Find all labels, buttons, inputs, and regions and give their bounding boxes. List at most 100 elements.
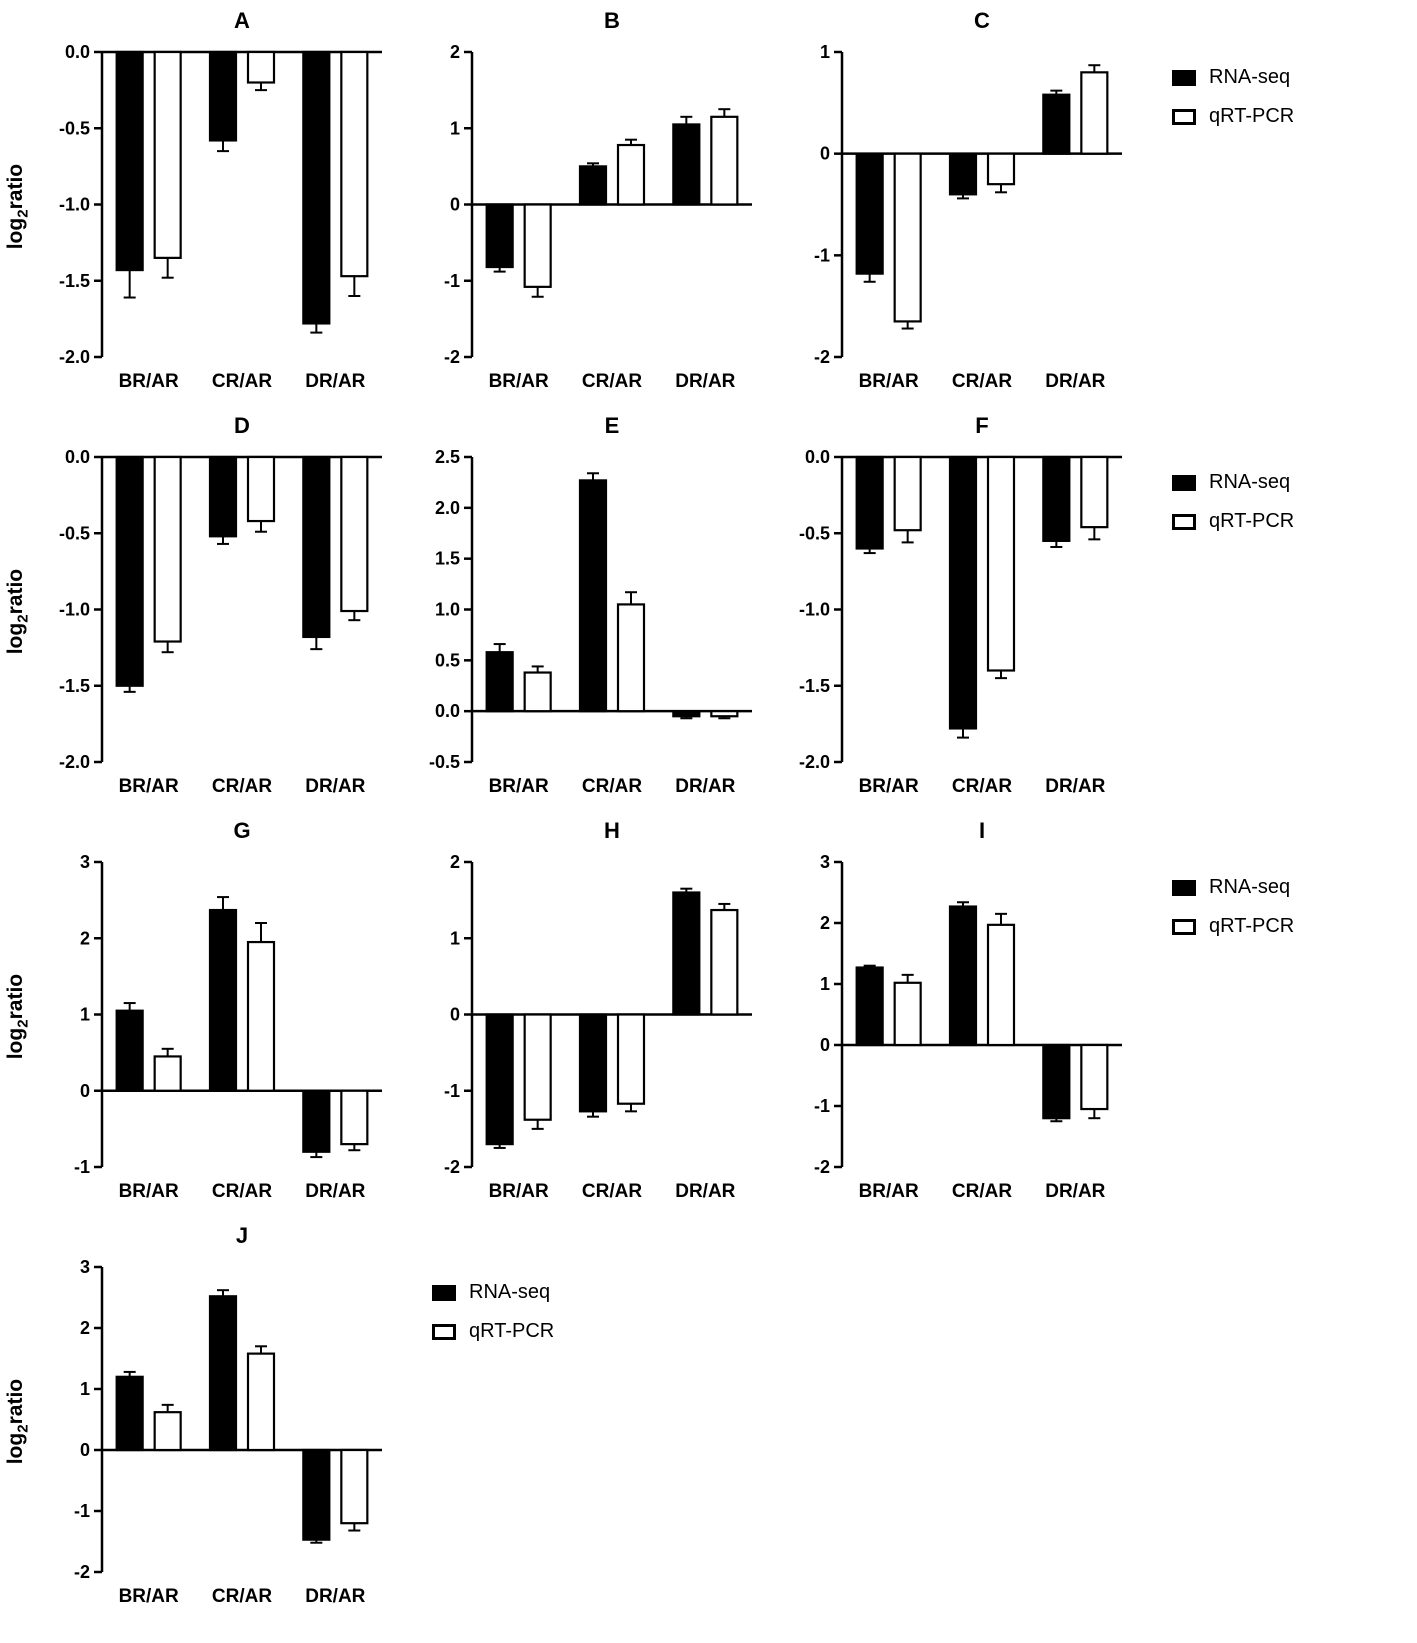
y-tick-label: 0.0	[65, 447, 90, 467]
chart-panel-F: F 0.0 -0.5 -1.0 -1.5 -2.0 BR/AR CR/AR DR/AR	[799, 413, 1122, 797]
bar-RNA-seq	[208, 50, 238, 142]
chart-row-1: log2ratio A 0.0 -0.5 -1.0 -1.5 -2.0 BR/AR CR/AR…	[0, 4, 1417, 409]
bar-qRT-PCR	[523, 1013, 552, 1121]
y-axis-title: log2ratio	[0, 4, 36, 409]
bar-qRT-PCR	[986, 152, 1016, 186]
bar-RNA-seq	[948, 152, 978, 196]
panel-title: B	[604, 8, 620, 33]
bar-RNA-seq	[208, 455, 238, 538]
legend-label: qRT-PCR	[1209, 915, 1295, 937]
x-category-label: CR/AR	[582, 776, 642, 797]
chart-panel-B: B 2 1 0 -1 -2 BR/AR CR/AR DR/AR	[444, 8, 752, 392]
panel-title: D	[234, 413, 250, 438]
legend: RNA-seq qRT-PCR	[432, 1281, 554, 1343]
bar-qRT-PCR	[986, 455, 1016, 672]
panel-title: F	[975, 413, 988, 438]
y-tick-label: -2	[814, 1157, 830, 1177]
charts-container: G 3 2 1 0 -1 BR/AR CR/AR DR/AR H 2 1 0 -1 -2 BR/AR CR/AR…	[36, 814, 1146, 1219]
legend-swatch-RNA-seq	[432, 1284, 456, 1301]
x-category-label: BR/AR	[859, 1181, 919, 1202]
bar-RNA-seq	[672, 123, 701, 206]
y-tick-label: -1	[74, 1157, 90, 1177]
x-category-label: DR/AR	[305, 1181, 365, 1202]
y-tick-label: 1	[820, 42, 830, 62]
y-tick-label: 0	[80, 1081, 90, 1101]
legend-label: RNA-seq	[1209, 876, 1291, 898]
legend-swatch-RNA-seq	[1172, 879, 1196, 896]
y-axis-title-sub: 2	[14, 209, 32, 218]
bar-RNA-seq	[115, 50, 144, 272]
y-tick-label: -2	[444, 1157, 460, 1177]
x-category-label: DR/AR	[675, 371, 735, 392]
y-axis-title-post: ratio	[4, 973, 28, 1020]
bar-RNA-seq	[302, 455, 331, 639]
legend-item: qRT-PCR	[1172, 510, 1294, 533]
legend-item: RNA-seq	[432, 1281, 554, 1304]
bar-qRT-PCR	[246, 50, 276, 84]
legend-item: qRT-PCR	[1172, 105, 1294, 128]
x-category-label: CR/AR	[952, 1181, 1012, 1202]
y-axis-title-text: log2ratio	[4, 569, 31, 654]
bar-qRT-PCR	[523, 203, 552, 288]
bar-qRT-PCR	[340, 50, 369, 278]
chart-panel-A: A 0.0 -0.5 -1.0 -1.5 -2.0 BR/AR CR/AR DR/AR	[59, 8, 382, 392]
x-category-label: CR/AR	[582, 371, 642, 392]
x-category-label: BR/AR	[119, 1586, 179, 1607]
legend-item: qRT-PCR	[432, 1320, 554, 1343]
legend: RNA-seq qRT-PCR	[1172, 471, 1294, 533]
legend-item: RNA-seq	[1172, 876, 1294, 899]
panel-title: J	[236, 1223, 248, 1248]
x-category-label: DR/AR	[305, 1586, 365, 1607]
x-category-label: DR/AR	[305, 371, 365, 392]
y-axis-title: log2ratio	[0, 409, 36, 814]
legend-swatch-qRT-PCR	[1172, 918, 1196, 935]
y-tick-label: 1	[450, 928, 460, 948]
bar-RNA-seq	[578, 479, 608, 713]
y-tick-label: -1.5	[59, 271, 90, 291]
y-tick-label: 0	[820, 1035, 830, 1055]
y-tick-label: 3	[820, 852, 830, 872]
bar-qRT-PCR	[1080, 71, 1109, 155]
legend-label: qRT-PCR	[1209, 510, 1295, 532]
bar-RNA-seq	[1042, 93, 1071, 155]
panel-title: I	[979, 818, 985, 843]
y-tick-label: -1.5	[799, 676, 830, 696]
bar-RNA-seq	[1042, 455, 1071, 542]
y-tick-label: 1	[80, 1005, 90, 1025]
x-category-label: DR/AR	[305, 776, 365, 797]
bar-qRT-PCR	[710, 115, 739, 206]
bar-qRT-PCR	[340, 1089, 369, 1146]
bar-qRT-PCR	[153, 50, 182, 259]
bar-qRT-PCR	[893, 455, 922, 532]
y-tick-label: -0.5	[799, 523, 830, 543]
chart-panel-J: J 3 2 1 0 -1 -2 BR/AR CR/AR DR/AR	[74, 1223, 382, 1607]
chart-row-2: log2ratio D 0.0 -0.5 -1.0 -1.5 -2.0 BR/AR CR/AR…	[0, 409, 1417, 814]
legend: RNA-seq qRT-PCR	[1172, 876, 1294, 938]
y-tick-label: 2	[80, 1318, 90, 1338]
bar-RNA-seq	[208, 908, 238, 1092]
y-tick-label: 0	[820, 144, 830, 164]
y-axis-title-sub: 2	[14, 1424, 32, 1433]
x-category-label: DR/AR	[675, 776, 735, 797]
y-tick-label: -2.0	[59, 347, 90, 367]
bar-qRT-PCR	[986, 923, 1016, 1047]
y-axis-title-text: log2ratio	[4, 1379, 31, 1464]
legend-swatch-RNA-seq	[1172, 69, 1196, 86]
x-category-label: CR/AR	[952, 776, 1012, 797]
y-tick-label: 1.5	[435, 549, 460, 569]
y-tick-label: -2.0	[59, 752, 90, 772]
y-tick-label: -2.0	[799, 752, 830, 772]
y-axis-title-pre: log	[4, 622, 28, 655]
y-tick-label: -1.0	[59, 600, 90, 620]
y-axis-title-pre: log	[4, 217, 28, 250]
charts-container: D 0.0 -0.5 -1.0 -1.5 -2.0 BR/AR CR/AR DR/AR E 2.5 2…	[36, 409, 1146, 814]
chart-panel-C: C 1 0 -1 -2 BR/AR CR/AR DR/AR	[814, 8, 1122, 392]
bar-RNA-seq	[302, 50, 331, 325]
y-axis-title-text: log2ratio	[4, 974, 31, 1059]
bar-qRT-PCR	[153, 1411, 182, 1452]
y-tick-label: 0.0	[805, 447, 830, 467]
bar-qRT-PCR	[710, 710, 739, 718]
chart-row-3: log2ratio G 3 2 1 0 -1 BR/AR CR/AR DR/AR H 2 1 0 -1 -2…	[0, 814, 1417, 1219]
legend-item: RNA-seq	[1172, 471, 1294, 494]
